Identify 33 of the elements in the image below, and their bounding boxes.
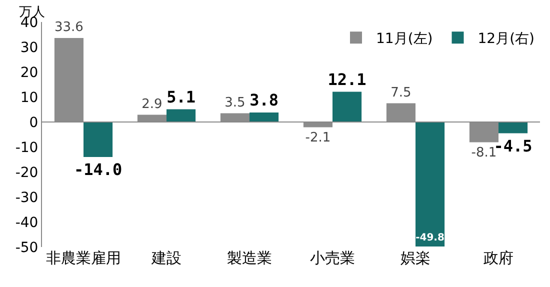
x-tick-label: 小売業 [310,249,355,267]
data-label: -2.1 [305,130,331,146]
legend-label: 12月(右) [478,31,534,48]
bar [250,112,279,122]
x-tick-label: 政府 [484,249,514,267]
y-tick-label: 0 [29,114,38,131]
data-label: 3.8 [250,90,278,110]
data-label: 33.6 [54,20,84,35]
bar [332,92,362,122]
data-label: 2.9 [142,96,162,112]
data-label: 7.5 [390,85,412,100]
bar [166,109,196,122]
data-label: -49.8 [416,232,444,244]
data-label: 3.5 [224,95,246,110]
bar [416,122,445,246]
bar [498,122,528,134]
y-tick-label: -20 [15,164,38,181]
bar [84,122,113,157]
data-label: 12.1 [328,70,366,89]
x-tick-label: 非農業雇用 [46,249,121,267]
y-tick-label: -10 [15,140,38,156]
data-label: 5.1 [166,87,196,106]
y-tick-label: 10 [20,90,38,106]
data-label: -14.0 [74,160,122,179]
y-tick-label: -50 [15,240,38,256]
y-tick-label: 20 [20,64,38,81]
y-tick-label: -40 [15,214,38,231]
y-tick-label: 30 [20,40,38,56]
x-tick-label: 製造業 [227,249,272,267]
legend-label: 11月(左) [376,31,433,48]
x-tick-label: 建設 [150,249,182,267]
y-tick-label: -30 [15,190,38,206]
x-tick-label: 娯楽 [400,249,430,267]
